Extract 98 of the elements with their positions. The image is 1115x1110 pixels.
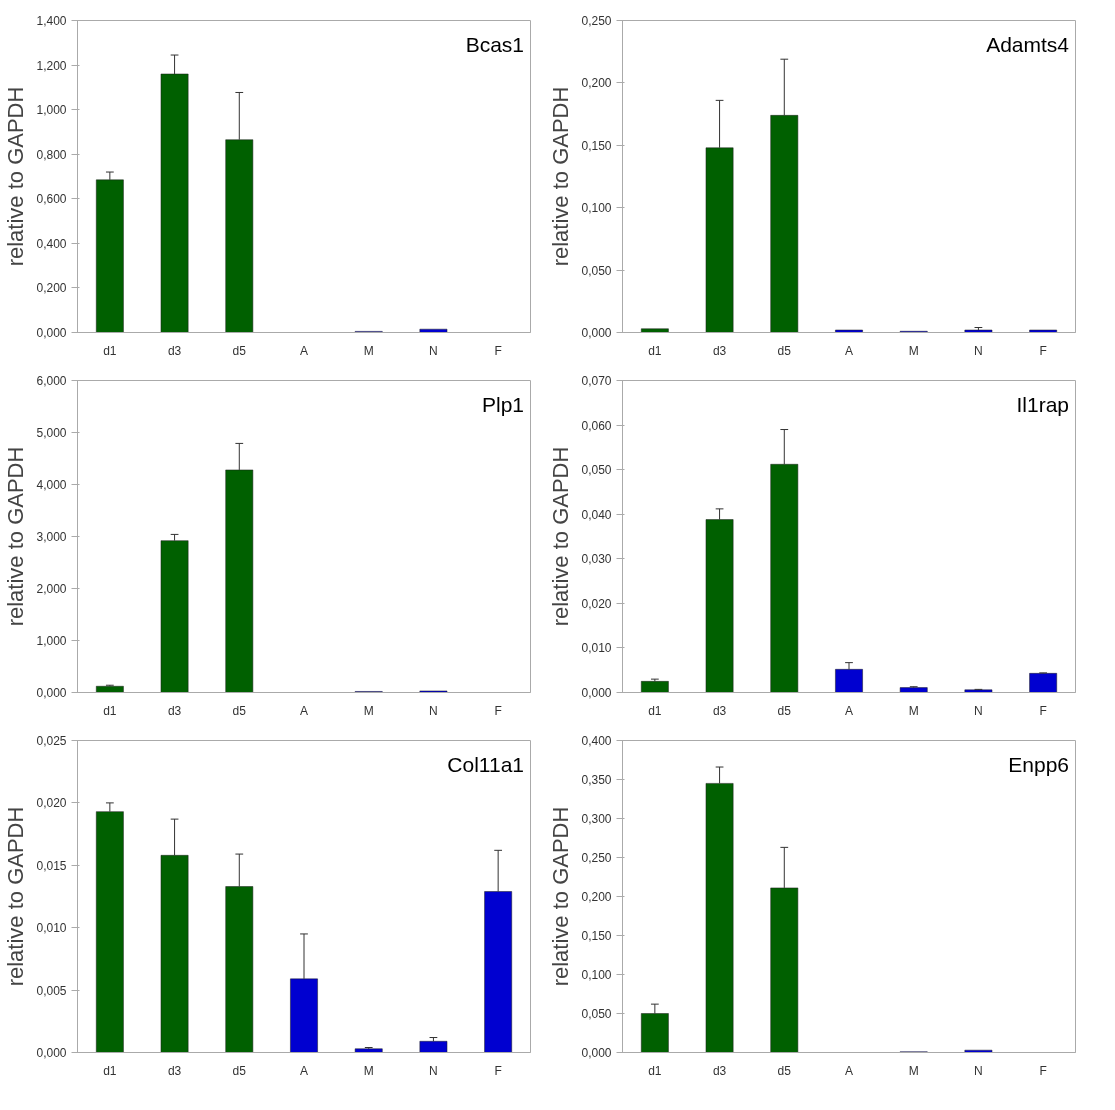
y-tick-label: 0,030 (581, 552, 612, 567)
y-axis-title: relative to GAPDH (3, 446, 29, 627)
text: Adamts4 (986, 32, 1070, 56)
x-tick-label: N (429, 703, 438, 718)
text: Col11a1 (447, 752, 525, 776)
y-tick-label: 0,025 (36, 734, 67, 748)
y-tick-label: 0,250 (581, 851, 612, 865)
text: Plp1 (482, 392, 525, 416)
x-tick-label: A (845, 343, 854, 358)
y-tick-label: 1,200 (36, 58, 67, 73)
x-tick-label: d5 (777, 1063, 792, 1078)
x-tick-label: F (1039, 1063, 1047, 1078)
y-tick-label: 0,000 (36, 326, 67, 340)
y-tick-label: 0,200 (36, 281, 67, 296)
y-tick-label: 0,040 (581, 507, 612, 522)
x-tick-label: A (845, 703, 854, 718)
text: Il1rap (1016, 392, 1070, 416)
x-tick-label: M (908, 703, 919, 718)
x-tick-label: F (1039, 703, 1047, 718)
y-axis-title: relative to GAPDH (3, 86, 29, 267)
y-tick-label: 0,200 (581, 76, 612, 91)
y-tick-label: 0,050 (581, 463, 612, 478)
y-tick-label: 3,000 (36, 530, 67, 544)
x-tick-label: N (974, 1063, 983, 1078)
x-tick-label: M (363, 1063, 374, 1078)
x-tick-label: M (363, 703, 374, 718)
y-tick-label: 0,250 (581, 14, 612, 28)
y-tick-label: 0,600 (36, 192, 67, 207)
y-tick-label: 1,400 (36, 14, 67, 28)
x-tick-label: N (429, 343, 438, 358)
y-tick-label: 0,020 (581, 596, 612, 611)
text: Bcas1 (465, 32, 525, 56)
x-tick-label: A (845, 1063, 854, 1078)
y-tick-label: 0,150 (581, 929, 612, 943)
x-tick-label: M (908, 343, 919, 358)
x-tick-label: d3 (167, 703, 182, 718)
y-tick-label: 0,050 (581, 1007, 612, 1021)
y-tick-label: 5,000 (36, 426, 67, 440)
x-tick-label: d5 (232, 343, 247, 358)
x-tick-label: d1 (103, 703, 117, 718)
y-tick-label: 1,000 (36, 634, 67, 648)
y-axis-title: relative to GAPDH (548, 806, 574, 987)
x-tick-label: d1 (103, 1063, 117, 1078)
y-tick-label: 0,010 (581, 641, 612, 656)
y-tick-label: 0,000 (581, 686, 612, 700)
x-tick-label: d1 (648, 343, 662, 358)
x-tick-label: d3 (712, 1063, 727, 1078)
y-tick-label: 0,060 (581, 418, 612, 433)
y-axis-title: relative to GAPDH (548, 446, 574, 627)
y-tick-label: 0,000 (36, 686, 67, 700)
y-tick-label: 4,000 (36, 478, 67, 492)
y-tick-label: 0,200 (581, 890, 612, 904)
y-axis-title: relative to GAPDH (548, 86, 574, 267)
x-tick-label: F (494, 343, 502, 358)
y-tick-label: 0,050 (581, 263, 612, 278)
x-tick-label: d3 (712, 343, 727, 358)
x-tick-label: F (494, 1063, 502, 1078)
y-tick-label: 0,100 (581, 201, 612, 216)
y-tick-label: 0,400 (36, 236, 67, 251)
y-tick-label: 0,000 (36, 1046, 67, 1060)
y-axis-title: relative to GAPDH (3, 806, 29, 987)
x-tick-label: d5 (777, 703, 792, 718)
y-tick-label: 0,150 (581, 138, 612, 153)
x-tick-label: d1 (103, 343, 117, 358)
x-tick-label: A (300, 343, 309, 358)
y-tick-label: 0,070 (581, 374, 612, 388)
y-tick-label: 0,300 (581, 812, 612, 826)
y-tick-label: 0,000 (581, 1046, 612, 1060)
x-tick-label: d1 (648, 1063, 662, 1078)
x-tick-label: d5 (232, 1063, 247, 1078)
x-tick-label: A (300, 703, 309, 718)
x-tick-label: d5 (232, 703, 247, 718)
y-tick-label: 0,400 (581, 734, 612, 748)
x-tick-label: F (1039, 343, 1047, 358)
y-tick-label: 6,000 (36, 374, 67, 388)
x-tick-label: N (974, 703, 983, 718)
y-tick-label: 0,100 (581, 968, 612, 982)
y-tick-label: 0,020 (36, 796, 67, 811)
x-tick-label: d3 (167, 343, 182, 358)
x-tick-label: d3 (712, 703, 727, 718)
y-tick-label: 0,350 (581, 773, 612, 787)
y-tick-label: 0,015 (36, 858, 67, 873)
y-tick-label: 0,005 (36, 983, 67, 998)
x-tick-label: N (974, 343, 983, 358)
x-tick-label: d5 (777, 343, 792, 358)
text: Enpp6 (1008, 752, 1070, 776)
x-tick-label: N (429, 1063, 438, 1078)
y-tick-label: 1,000 (36, 103, 67, 118)
y-tick-label: 0,000 (581, 326, 612, 340)
y-tick-label: 2,000 (36, 582, 67, 596)
x-tick-label: d1 (648, 703, 662, 718)
y-tick-label: 0,800 (36, 147, 67, 162)
x-tick-label: A (300, 1063, 309, 1078)
y-tick-label: 0,010 (36, 921, 67, 936)
x-tick-label: M (363, 343, 374, 358)
x-tick-label: F (494, 703, 502, 718)
x-tick-label: M (908, 1063, 919, 1078)
x-tick-label: d3 (167, 1063, 182, 1078)
